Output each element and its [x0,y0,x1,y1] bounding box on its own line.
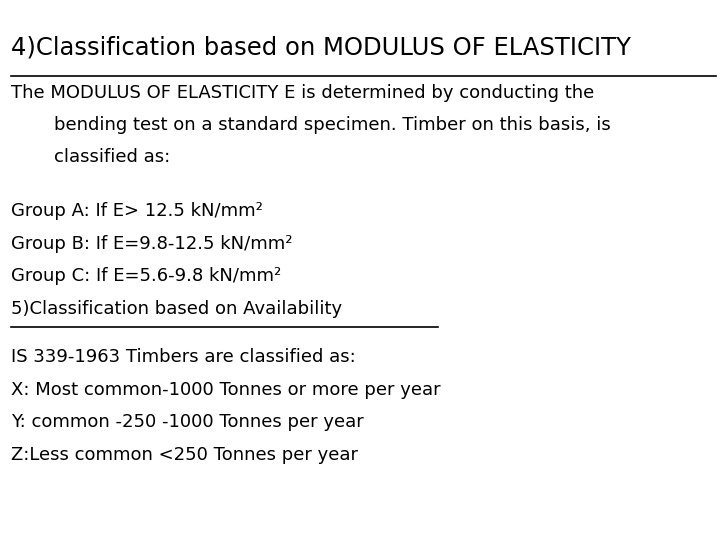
Text: Z:Less common <250 Tonnes per year: Z:Less common <250 Tonnes per year [11,446,358,463]
Text: Group A: If E> 12.5 kN/mm²: Group A: If E> 12.5 kN/mm² [11,202,263,220]
Text: bending test on a standard specimen. Timber on this basis, is: bending test on a standard specimen. Tim… [54,116,611,134]
Text: Group B: If E=9.8-12.5 kN/mm²: Group B: If E=9.8-12.5 kN/mm² [11,235,292,253]
Text: Group C: If E=5.6-9.8 kN/mm²: Group C: If E=5.6-9.8 kN/mm² [11,267,281,285]
Text: 5)Classification based on Availability: 5)Classification based on Availability [11,300,342,318]
Text: X: Most common-1000 Tonnes or more per year: X: Most common-1000 Tonnes or more per y… [11,381,441,399]
Text: IS 339-1963 Timbers are classified as:: IS 339-1963 Timbers are classified as: [11,348,356,366]
Text: 4)Classification based on MODULUS OF ELASTICITY: 4)Classification based on MODULUS OF ELA… [11,35,631,59]
Text: classified as:: classified as: [54,148,170,166]
Text: Y: common -250 -1000 Tonnes per year: Y: common -250 -1000 Tonnes per year [11,413,364,431]
Text: The MODULUS OF ELASTICITY E is determined by conducting the: The MODULUS OF ELASTICITY E is determine… [11,84,594,102]
